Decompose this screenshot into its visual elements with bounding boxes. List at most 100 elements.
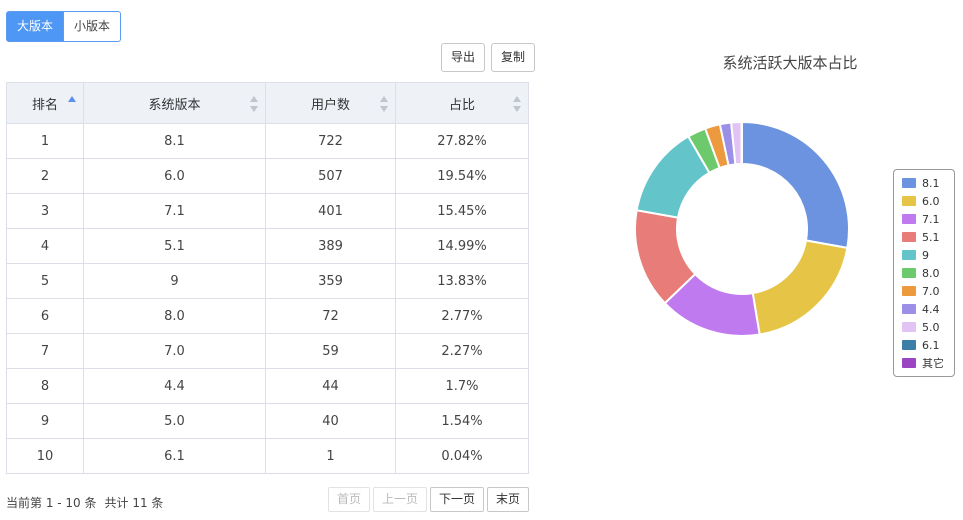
last-page-button[interactable]: 末页: [487, 487, 530, 512]
pagination: 首页 上一页 下一页 末页: [328, 487, 530, 512]
cell-rank: 10: [6, 438, 84, 474]
table-row: 10 6.1 1 0.04%: [6, 438, 529, 474]
legend-item[interactable]: 5.0: [902, 318, 954, 336]
cell-share: 1.54%: [395, 403, 529, 439]
legend-label: 6.1: [922, 338, 940, 352]
cell-rank: 2: [6, 158, 84, 194]
legend-swatch: [902, 358, 916, 368]
cell-users: 507: [265, 158, 396, 194]
first-page-button[interactable]: 首页: [328, 487, 371, 512]
legend-item[interactable]: 7.0: [902, 282, 954, 300]
cell-rank: 9: [6, 403, 84, 439]
donut-chart: [634, 120, 850, 337]
cell-rank: 4: [6, 228, 84, 264]
pie-slice-1[interactable]: [751, 239, 849, 336]
sort-ascending-icon[interactable]: [68, 96, 76, 112]
cell-version: 5.1: [83, 228, 266, 264]
column-header-share[interactable]: 占比: [395, 82, 529, 124]
cell-version: 9: [83, 263, 266, 299]
prev-page-button[interactable]: 上一页: [373, 487, 428, 512]
sort-icon[interactable]: [250, 96, 258, 112]
cell-share: 19.54%: [395, 158, 529, 194]
table-row: 8 4.4 44 1.7%: [6, 368, 529, 404]
cell-version: 5.0: [83, 403, 266, 439]
cell-rank: 8: [6, 368, 84, 404]
cell-users: 44: [265, 368, 396, 404]
cell-version: 8.0: [83, 298, 266, 334]
cell-share: 2.77%: [395, 298, 529, 334]
page-range-text: 当前第 1 - 10 条: [6, 496, 97, 510]
version-tabs: 大版本 小版本: [6, 11, 122, 42]
cell-rank: 6: [6, 298, 84, 334]
legend-label: 8.0: [922, 266, 940, 280]
legend-label: 9: [922, 248, 929, 262]
cell-share: 2.27%: [395, 333, 529, 369]
table-toolbar: 导出 复制: [441, 43, 536, 72]
cell-users: 1: [265, 438, 396, 474]
legend-item[interactable]: 6.0: [902, 192, 954, 210]
cell-users: 72: [265, 298, 396, 334]
legend-item[interactable]: 7.1: [902, 210, 954, 228]
table-row: 6 8.0 72 2.77%: [6, 298, 529, 334]
legend-item[interactable]: 9: [902, 246, 954, 264]
legend-item[interactable]: 其它: [902, 354, 954, 372]
copy-button[interactable]: 复制: [491, 43, 536, 72]
legend-label: 其它: [922, 357, 944, 370]
column-header-version[interactable]: 系统版本: [83, 82, 266, 124]
legend-label: 5.1: [922, 230, 940, 244]
chart-legend: 8.1 6.0 7.1 5.1 9 8.0 7.0 4.4 5.0 6.1 其它: [893, 169, 955, 377]
legend-label: 5.0: [922, 320, 940, 334]
cell-share: 13.83%: [395, 263, 529, 299]
cell-rank: 1: [6, 123, 84, 159]
cell-version: 4.4: [83, 368, 266, 404]
sort-icon[interactable]: [380, 96, 388, 112]
cell-users: 59: [265, 333, 396, 369]
tab-minor-version[interactable]: 小版本: [64, 11, 122, 42]
pie-slice-0[interactable]: [741, 120, 850, 250]
legend-item[interactable]: 6.1: [902, 336, 954, 354]
pagination-info: 当前第 1 - 10 条共计 11 条: [6, 494, 171, 511]
legend-item[interactable]: 8.0: [902, 264, 954, 282]
total-count-text: 共计 11 条: [104, 496, 164, 510]
legend-label: 4.4: [922, 302, 940, 316]
tab-major-version[interactable]: 大版本: [6, 11, 65, 42]
cell-share: 15.45%: [395, 193, 529, 229]
cell-version: 7.0: [83, 333, 266, 369]
next-page-button[interactable]: 下一页: [430, 487, 485, 512]
cell-share: 14.99%: [395, 228, 529, 264]
table-row: 1 8.1 722 27.82%: [6, 123, 529, 159]
cell-users: 389: [265, 228, 396, 264]
legend-item[interactable]: 8.1: [902, 174, 954, 192]
legend-swatch: [902, 196, 916, 206]
cell-share: 1.7%: [395, 368, 529, 404]
cell-version: 6.1: [83, 438, 266, 474]
cell-rank: 5: [6, 263, 84, 299]
column-header-rank[interactable]: 排名: [6, 82, 84, 124]
sort-icon[interactable]: [513, 96, 521, 112]
cell-rank: 7: [6, 333, 84, 369]
cell-share: 0.04%: [395, 438, 529, 474]
table-row: 3 7.1 401 15.45%: [6, 193, 529, 229]
cell-users: 722: [265, 123, 396, 159]
cell-rank: 3: [6, 193, 84, 229]
legend-swatch: [902, 214, 916, 224]
cell-share: 27.82%: [395, 123, 529, 159]
table-row: 5 9 359 13.83%: [6, 263, 529, 299]
legend-label: 6.0: [922, 194, 940, 208]
legend-label: 8.1: [922, 176, 940, 190]
cell-version: 7.1: [83, 193, 266, 229]
legend-item[interactable]: 5.1: [902, 228, 954, 246]
cell-users: 401: [265, 193, 396, 229]
table-row: 2 6.0 507 19.54%: [6, 158, 529, 194]
legend-label: 7.1: [922, 212, 940, 226]
export-button[interactable]: 导出: [441, 43, 486, 72]
legend-swatch: [902, 250, 916, 260]
legend-swatch: [902, 268, 916, 278]
chart-title: 系统活跃大版本占比: [722, 54, 858, 72]
cell-version: 6.0: [83, 158, 266, 194]
column-header-users[interactable]: 用户数: [265, 82, 396, 124]
table-row: 9 5.0 40 1.54%: [6, 403, 529, 439]
legend-swatch: [902, 286, 916, 296]
legend-swatch: [902, 340, 916, 350]
legend-item[interactable]: 4.4: [902, 300, 954, 318]
